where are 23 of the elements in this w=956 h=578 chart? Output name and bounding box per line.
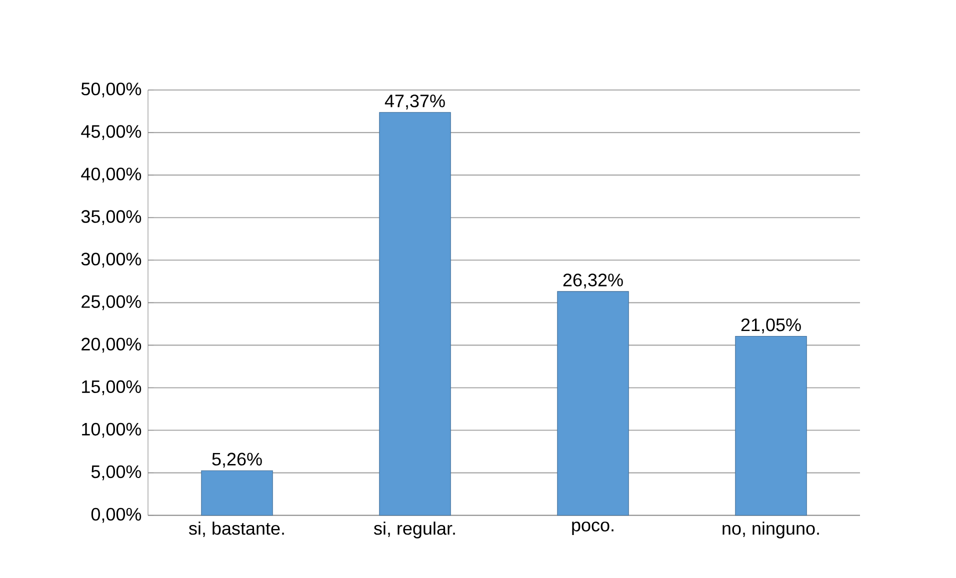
x-tick-label: poco. (572, 522, 614, 536)
y-tick-label: 40,00% (81, 168, 142, 183)
data-label: 47,37% (384, 94, 445, 110)
bar (735, 336, 807, 516)
bar (201, 470, 273, 516)
y-tick-label: 15,00% (82, 380, 142, 396)
y-tick-label: 35,00% (81, 210, 142, 226)
y-tick-label: 50,00% (81, 82, 142, 98)
data-label: 21,05% (741, 318, 801, 334)
y-tick-label: 25,00% (82, 295, 142, 310)
x-tick-label: si, bastante. (188, 522, 284, 537)
bar (557, 291, 629, 516)
y-tick-label: 20,00% (82, 338, 142, 353)
y-tick-label: 45,00% (81, 125, 142, 140)
y-tick-label: 30,00% (81, 252, 142, 268)
y-tick-label: 10,00% (82, 422, 142, 438)
x-tick-label: si, regular. (374, 522, 455, 538)
data-label: 26,32% (563, 274, 623, 289)
y-tick-label: 5,00% (91, 465, 142, 480)
data-label: 5,26% (212, 452, 262, 468)
x-tick-label: no, ninguno. (722, 522, 819, 538)
y-tick-label: 0,00% (91, 508, 142, 523)
bar (379, 112, 451, 516)
